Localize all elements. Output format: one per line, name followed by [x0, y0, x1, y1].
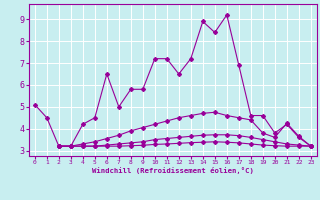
X-axis label: Windchill (Refroidissement éolien,°C): Windchill (Refroidissement éolien,°C) [92, 167, 254, 174]
